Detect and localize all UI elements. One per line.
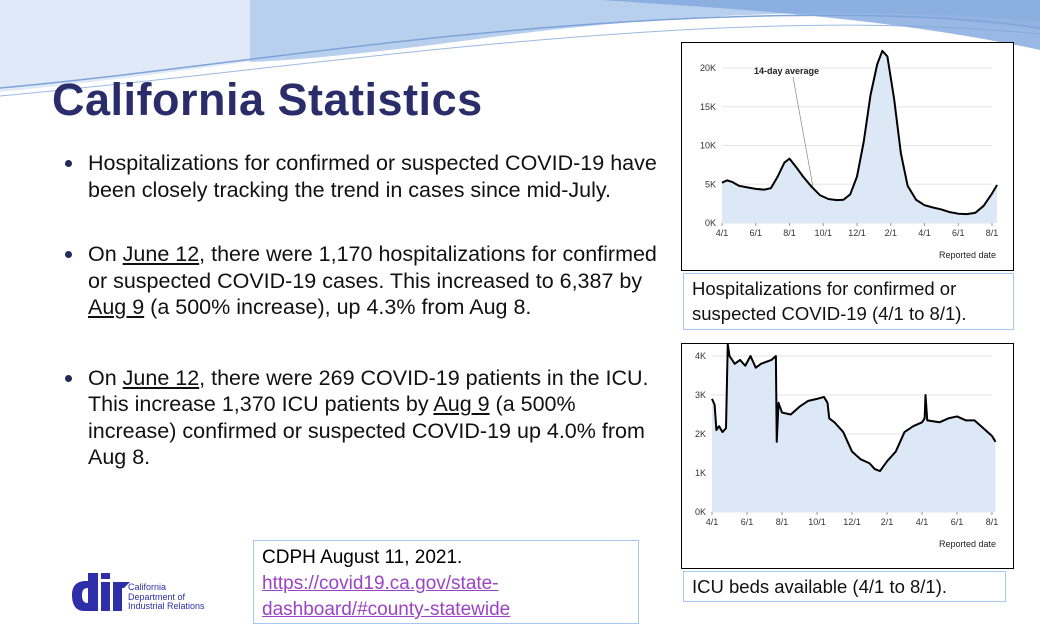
annotation-label: 14-day average [754,66,819,76]
y-tick-label: 1K [695,468,706,478]
x-tick-label: 4/1 [716,228,729,238]
area-fill [722,50,998,224]
bullet-hospitalizations: On June 12, there were 1,170 hospitaliza… [58,241,658,321]
annotation-pointer [792,76,814,188]
x-tick-label: 8/1 [986,517,999,527]
y-tick-label: 3K [695,390,706,400]
bullet-list: Hospitalizations for confirmed or suspec… [58,150,658,509]
y-tick-label: 0K [695,507,706,517]
logo-line: Industrial Relations [128,601,205,611]
x-tick-label: 6/1 [749,228,762,238]
x-axis-title: Reported date [939,250,996,260]
bullet-text: Hospitalizations for confirmed or suspec… [88,151,657,202]
hospitalizations-chart-frame: 0K 5K 10K 15K 20K 4/1 6/1 8/1 10/1 12/1 2/1 4/1 6/1 8… [681,42,1014,271]
x-tick-label: 12/1 [848,228,866,238]
icu-chart: 0K 1K 2K 3K 4K 4/1 6/1 8/1 10/1 12/1 2/1 4/1 6/1 8/1 R… [695,343,999,549]
source-box: CDPH August 11, 2021. https://covid19.ca… [253,540,639,624]
series-line [711,343,997,473]
x-axis-title: Reported date [939,539,996,549]
y-tick-label: 2K [695,429,706,439]
text: (a 500% increase) confirmed or suspected… [88,392,645,469]
bullet-hospitalization-trend: Hospitalizations for confirmed or suspec… [58,150,658,203]
x-tick-label: 4/1 [916,517,929,527]
bullet-icu: On June 12, there were 269 COVID-19 pati… [58,365,658,471]
x-tick-label: 4/1 [706,517,719,527]
text: , there were 269 COVID-19 patients in th… [88,365,649,417]
x-tick-label: 10/1 [808,517,826,527]
x-tick-label: 6/1 [952,228,965,238]
x-tick-label: 8/1 [776,517,789,527]
header-swoosh-decoration [0,0,1040,97]
y-tick-label: 4K [695,351,706,361]
text: (a 500% increase), up 4.3% from Aug 8. [144,295,532,319]
underlined-date: June 12 [122,365,200,390]
underlined-date: June 12 [122,242,200,266]
hospitalizations-chart: 0K 5K 10K 15K 20K 4/1 6/1 8/1 10/1 12/1 2/1 4/1 6/1 8… [700,49,999,260]
x-tick-label: 6/1 [951,517,964,527]
slide-title: California Statistics [52,74,483,125]
text: On [88,365,123,390]
underlined-date: Aug 9 [88,295,145,319]
underlined-date: Aug 9 [433,392,490,416]
dir-logo [72,573,130,611]
hospitalizations-caption: Hospitalizations for confirmed or suspec… [683,273,1014,330]
x-tick-label: 12/1 [843,517,861,527]
icu-chart-frame: 0K 1K 2K 3K 4K 4/1 6/1 8/1 10/1 12/1 2/1 4/1 6/1 8/1 R… [681,343,1014,569]
area-fill [712,344,996,512]
x-tick-label: 10/1 [814,228,832,238]
x-tick-label: 4/1 [918,228,931,238]
x-tick-label: 2/1 [884,228,897,238]
text: On [88,242,123,266]
logo-line: California [128,582,167,592]
logo-line: Department of [128,591,186,602]
y-tick-label: 10K [700,141,716,151]
y-tick-label: 15K [700,102,716,112]
x-tick-label: 2/1 [881,517,894,527]
x-tick-label: 8/1 [783,228,796,238]
y-tick-label: 0K [705,218,716,228]
logo-text: California Department of Industrial Rela… [128,582,205,612]
text: , there were 1,170 hospitalizations for … [88,242,657,293]
source-link[interactable]: https://covid19.ca.gov/state-dashboard/#… [262,573,511,620]
x-tick-label: 8/1 [986,228,999,238]
y-tick-label: 20K [700,63,716,73]
source-text: CDPH August 11, 2021. [262,547,463,568]
x-tick-label: 6/1 [741,517,754,527]
icu-caption: ICU beds available (4/1 to 8/1). [683,571,1006,602]
y-tick-label: 5K [705,179,716,189]
series-line [721,49,998,216]
